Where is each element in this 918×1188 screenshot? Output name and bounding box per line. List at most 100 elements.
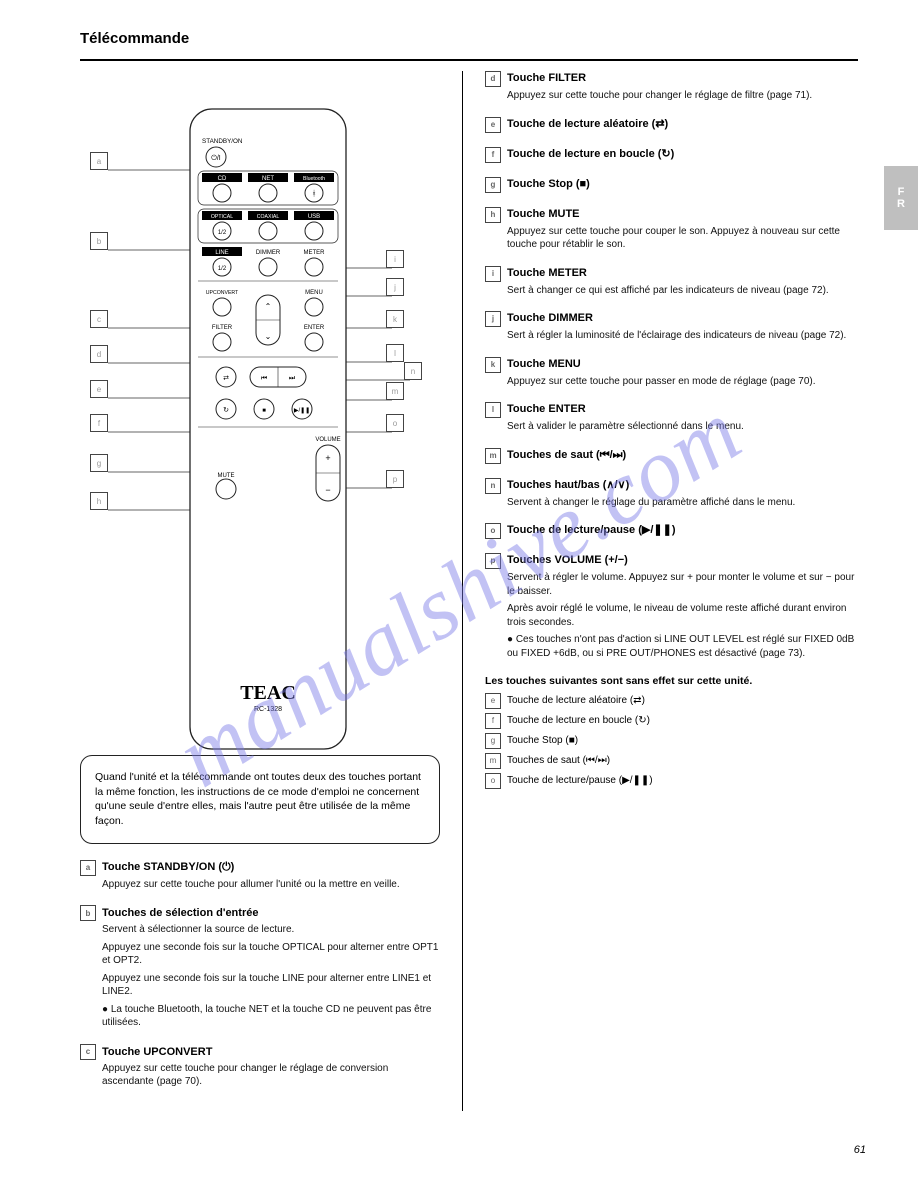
item-title: Touche de lecture en boucle (↻) — [507, 147, 674, 162]
no-effect-row: fTouche de lecture en boucle (↻) — [485, 713, 858, 729]
no-effect-label: Touches de saut (⏮/⏭) — [507, 754, 610, 768]
svg-text:METER: METER — [304, 250, 326, 256]
item-title: Touche UPCONVERT — [102, 1046, 212, 1058]
svg-text:UPCONVERT: UPCONVERT — [206, 290, 239, 296]
item-body: Appuyez sur cette touche pour couper le … — [507, 225, 858, 252]
no-effect-box: m — [485, 753, 501, 769]
note-box: Quand l'unité et la télécommande ont tou… — [80, 755, 440, 844]
svg-text:1/2: 1/2 — [218, 266, 227, 272]
top-rule — [80, 59, 858, 61]
no-effect-row: m Touches de saut (⏮/⏭) — [485, 753, 858, 769]
callout-i: i — [386, 250, 404, 268]
callout-f: f — [90, 414, 108, 432]
svg-text:▶/❚❚: ▶/❚❚ — [294, 407, 310, 414]
callout-p: p — [386, 470, 404, 488]
no-effect-box: e — [485, 693, 501, 709]
no-effect-label: Touche de lecture/pause (▶/❚❚) — [507, 774, 653, 788]
svg-text:OPTICAL: OPTICAL — [211, 214, 233, 220]
item-body: Appuyez sur cette touche pour changer le… — [102, 1062, 440, 1089]
item-box-i: i — [485, 266, 501, 282]
item-title: Touche MENU — [507, 357, 581, 372]
no-effect-label: Touche Stop (■) — [507, 734, 578, 748]
item-box-f: f — [485, 147, 501, 163]
item-d: d Touche FILTER Appuyez sur cette touche p… — [485, 71, 858, 103]
svg-text:⇄: ⇄ — [223, 375, 229, 382]
item-box-m: m — [485, 448, 501, 464]
item-p: pTouches VOLUME (+/−)Servent à régler le… — [485, 553, 858, 660]
svg-text:⌄: ⌄ — [265, 332, 272, 341]
item-title: Touche ENTER — [507, 402, 586, 417]
svg-text:CD: CD — [218, 176, 227, 182]
right-column: d Touche FILTER Appuyez sur cette touche p… — [485, 71, 858, 1111]
item-box-g: g — [485, 177, 501, 193]
item-title: Touche DIMMER — [507, 311, 593, 326]
no-effect-title: Les touches suivantes sont sans effet su… — [485, 674, 858, 689]
item-box-n: n — [485, 478, 501, 494]
item-body: Servent à régler le volume. Appuyez sur … — [507, 571, 858, 660]
item-box-e: e — [485, 117, 501, 133]
item-j: jTouche DIMMERSert à régler la luminosit… — [485, 311, 858, 343]
callout-o: o — [386, 414, 404, 432]
item-e: eTouche de lecture aléatoire (⇄) — [485, 117, 858, 133]
item-title: Touches de saut (⏮/⏭) — [507, 448, 626, 463]
item-i: iTouche METERSert à changer ce qui est a… — [485, 266, 858, 298]
no-effect-box: g — [485, 733, 501, 749]
item-title: Touche FILTER — [507, 71, 586, 86]
item-title: Touche Stop (■) — [507, 177, 590, 192]
left-column: STANDBY/ON ⏻/I CD NET Bluetooth ᚼ — [80, 71, 440, 1111]
svg-text:STANDBY/ON: STANDBY/ON — [202, 138, 243, 145]
item-box-k: k — [485, 357, 501, 373]
svg-text:↻: ↻ — [223, 407, 229, 414]
svg-text:USB: USB — [308, 214, 320, 220]
svg-text:MENU: MENU — [305, 290, 323, 296]
item-box-o: o — [485, 523, 501, 539]
svg-text:ENTER: ENTER — [304, 325, 325, 331]
item-box-p: p — [485, 553, 501, 569]
no-effect-box: o — [485, 773, 501, 789]
item-body: Sert à valider le paramètre sélectionné … — [507, 420, 858, 434]
callout-b: b — [90, 232, 108, 250]
callout-k: k — [386, 310, 404, 328]
item-b: bTouches de sélection d'entréeServent à … — [80, 905, 440, 1030]
item-title: Touche de lecture/pause (▶/❚❚) — [507, 523, 676, 538]
item-box-h: h — [485, 207, 501, 223]
svg-text:−: − — [325, 485, 330, 495]
svg-text:⏭: ⏭ — [289, 375, 296, 382]
callout-n: n — [404, 362, 422, 380]
item-title: Touche STANDBY/ON (⏻) — [102, 861, 234, 874]
item-box-c: c — [80, 1044, 96, 1060]
svg-text:■: ■ — [262, 408, 266, 414]
callout-c: c — [90, 310, 108, 328]
item-title: Touches de sélection d'entrée — [102, 907, 258, 919]
item-title: Touche MUTE — [507, 207, 580, 222]
svg-text:RC-1328: RC-1328 — [254, 706, 282, 713]
item-o: o Touche de lecture/pause (▶/❚❚) — [485, 523, 858, 539]
callout-h: h — [90, 492, 108, 510]
item-box-b: b — [80, 905, 96, 921]
item-box-d: d — [485, 71, 501, 87]
svg-text:NET: NET — [262, 176, 274, 182]
item-body: Servent à changer le réglage du paramètr… — [507, 496, 858, 510]
svg-text:1/2: 1/2 — [218, 230, 227, 236]
item-box-j: j — [485, 311, 501, 327]
item-body: Appuyez sur cette touche pour allumer l'… — [102, 878, 440, 892]
callout-a: a — [90, 152, 108, 170]
language-tab: FR — [884, 166, 918, 230]
item-body: Appuyez sur cette touche pour changer le… — [507, 89, 858, 103]
item-f: f Touche de lecture en boucle (↻) — [485, 147, 858, 163]
svg-text:VOLUME: VOLUME — [315, 437, 340, 443]
svg-text:FILTER: FILTER — [212, 325, 233, 331]
item-title: Touche METER — [507, 266, 587, 281]
callout-d: d — [90, 345, 108, 363]
column-separator — [462, 71, 463, 1111]
remote-svg: STANDBY/ON ⏻/I CD NET Bluetooth ᚼ — [80, 71, 420, 751]
remote-diagram: STANDBY/ON ⏻/I CD NET Bluetooth ᚼ — [80, 71, 420, 751]
item-body: Appuyez sur cette touche pour passer en … — [507, 375, 858, 389]
callout-g: g — [90, 454, 108, 472]
svg-text:COAXIAL: COAXIAL — [257, 214, 280, 220]
item-m: m Touches de saut (⏮/⏭) — [485, 448, 858, 464]
item-l: lTouche ENTERSert à valider le paramètre… — [485, 402, 858, 434]
item-h: h Touche MUTE Appuyez sur cette touche pou… — [485, 207, 858, 252]
item-c: c Touche UPCONVERT Appuyez sur cette touch… — [80, 1044, 440, 1089]
no-effect-label: Touche de lecture en boucle (↻) — [507, 714, 650, 728]
